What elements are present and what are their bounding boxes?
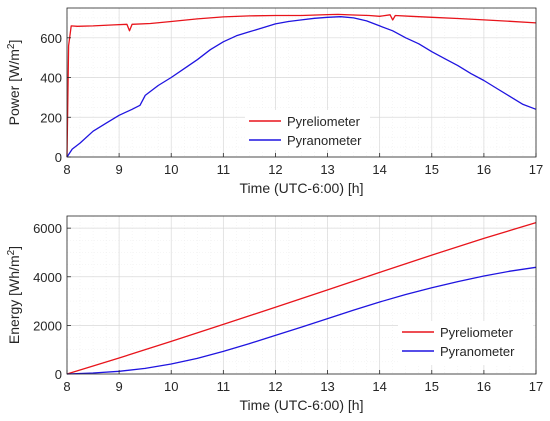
x-tick-label: 9 — [115, 379, 122, 394]
series-line-pyreliometer — [66, 13, 537, 158]
y-axis-label: Energy [Wh/m2] — [6, 246, 22, 344]
y-axis-label-superscript: 2 — [6, 249, 17, 255]
x-tick-label: 12 — [268, 162, 282, 177]
x-axis-label: Time (UTC-6:00) [h] — [240, 397, 364, 413]
x-tick-label: 13 — [320, 162, 334, 177]
legend-box — [398, 321, 533, 365]
x-tick-label: 15 — [425, 162, 439, 177]
legend-box — [245, 110, 370, 150]
y-axis-label-superscript: 2 — [6, 43, 17, 49]
y-axis-label-tail: ] — [6, 246, 22, 250]
y-tick-label: 400 — [40, 71, 62, 86]
series-line-pyranometer — [66, 16, 537, 158]
x-tick-label: 14 — [372, 162, 386, 177]
y-tick-label: 6000 — [33, 221, 62, 236]
y-tick-label: 4000 — [33, 270, 62, 285]
energy-panel: 8 9 10 11 12 13 14 15 16 17 0 2000 4000 6000 Time (UTC… — [6, 215, 543, 413]
axes-box — [66, 215, 537, 375]
y-tick-label: 600 — [40, 31, 62, 46]
legend-label-pyranometer: Pyranometer — [440, 344, 515, 359]
x-tick-label: 13 — [320, 379, 334, 394]
y-tick-label: 0 — [55, 367, 62, 382]
legend-label-pyranometer: Pyranometer — [287, 133, 362, 148]
y-axis-label-text: Power [W/m — [6, 49, 22, 125]
y-axis-label-tail: ] — [6, 40, 22, 44]
x-tick-label: 16 — [477, 162, 491, 177]
legend-label-pyreliometer: Pyreliometer — [440, 325, 514, 340]
y-axis-label-text: Energy [Wh/m — [6, 255, 22, 344]
power-panel: 8 9 10 11 12 13 14 15 16 17 0 200 400 600 Time (UTC-6:… — [6, 7, 543, 196]
x-tick-label: 11 — [217, 379, 231, 394]
x-tick-label: 10 — [164, 379, 178, 394]
series-line-pyreliometer — [66, 221, 537, 375]
y-tick-label: 200 — [40, 110, 62, 125]
x-tick-label: 11 — [217, 162, 231, 177]
x-tick-label: 17 — [529, 379, 543, 394]
x-tick-label: 14 — [372, 379, 386, 394]
y-tick-label: 2000 — [33, 318, 62, 333]
y-tick-label: 0 — [55, 150, 62, 165]
x-tick-label: 8 — [63, 379, 70, 394]
x-tick-label: 16 — [477, 379, 491, 394]
x-tick-label: 10 — [164, 162, 178, 177]
y-axis-label: Power [W/m2] — [6, 40, 22, 126]
x-axis-label: Time (UTC-6:00) [h] — [240, 180, 364, 196]
x-tick-label: 9 — [115, 162, 122, 177]
x-tick-label: 17 — [529, 162, 543, 177]
legend-label-pyreliometer: Pyreliometer — [287, 114, 361, 129]
axes-box — [66, 7, 537, 158]
series-line-pyranometer — [66, 266, 537, 375]
x-tick-label: 8 — [63, 162, 70, 177]
x-tick-label: 12 — [268, 379, 282, 394]
x-tick-label: 15 — [425, 379, 439, 394]
